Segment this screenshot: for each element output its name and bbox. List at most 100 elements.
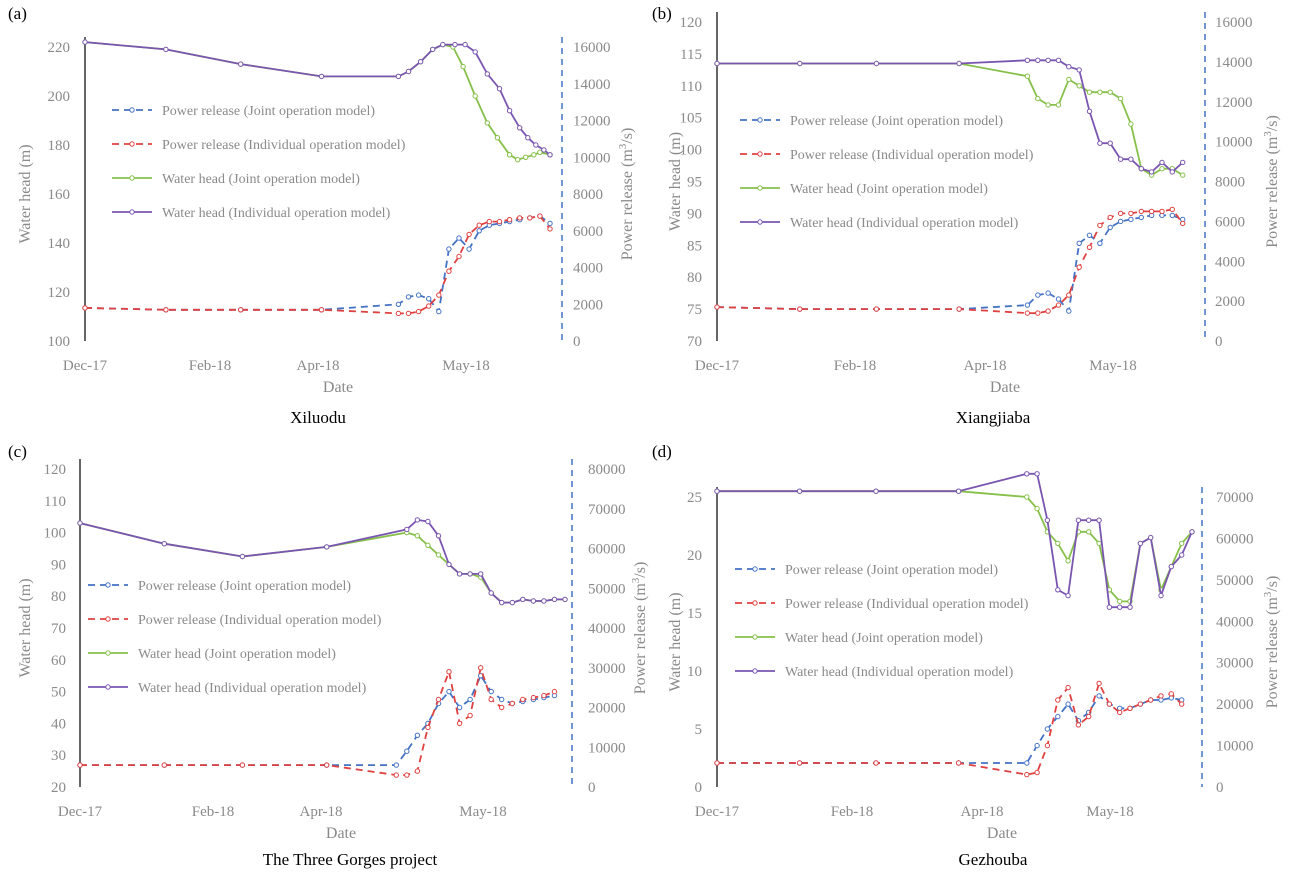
data-point	[1075, 517, 1082, 523]
data-point	[1066, 292, 1072, 298]
left-tick-label: 180	[48, 138, 71, 154]
left-tick-label: 100	[44, 526, 67, 542]
data-point	[1097, 222, 1103, 229]
legend-marker	[105, 684, 111, 690]
data-point	[873, 60, 880, 67]
data-point	[1024, 471, 1030, 477]
data-point	[1107, 140, 1113, 146]
right-tick-label: 6000	[573, 224, 603, 240]
data-point	[551, 688, 558, 695]
data-point	[506, 152, 513, 158]
data-point	[1055, 296, 1062, 302]
data-point	[1045, 102, 1051, 108]
legend-label: Water head (Individual operation model)	[162, 206, 391, 221]
x-tick-label: Feb-18	[834, 358, 877, 374]
series-pr-joint	[82, 213, 553, 315]
data-point	[472, 93, 478, 99]
left-tick-label: 30	[51, 748, 66, 764]
data-point	[163, 46, 169, 53]
data-point	[1169, 206, 1176, 213]
data-point	[1159, 208, 1165, 215]
data-point	[478, 665, 484, 671]
right-tick-label: 2000	[573, 297, 603, 313]
data-point	[955, 488, 962, 494]
data-point	[1097, 140, 1103, 146]
data-point	[161, 541, 168, 547]
data-point	[395, 73, 402, 80]
data-point	[1065, 684, 1071, 691]
x-tick-label: May-18	[1086, 804, 1134, 820]
data-point	[506, 108, 513, 114]
data-point	[509, 599, 515, 606]
data-point	[472, 49, 478, 55]
data-point	[405, 294, 412, 300]
data-point	[520, 696, 526, 703]
left-tick-label: 5	[695, 722, 703, 738]
data-point	[714, 60, 720, 67]
right-axis-title: Power release (m3/s)	[1262, 115, 1281, 248]
data-point	[499, 599, 505, 606]
data-point	[531, 152, 537, 158]
data-point	[537, 213, 543, 219]
data-point	[425, 518, 431, 525]
data-point	[517, 215, 523, 221]
legend: Power release (Joint operation model) Pow…	[740, 114, 1034, 231]
chart-panel-4: (d) 0 5 10 15 20 25 0 10000 20000 30000 40000 50000 6…	[652, 442, 1281, 869]
data-point	[1137, 701, 1144, 707]
series-wh-joint	[714, 488, 1195, 605]
data-point	[1076, 264, 1082, 270]
data-point	[1107, 214, 1113, 221]
legend-label: Water head (Individual operation model)	[790, 216, 1019, 231]
right-axis-title-sup: 3	[1262, 131, 1274, 137]
x-axis-title: Date	[326, 825, 356, 842]
left-tick-label: 115	[680, 47, 702, 63]
data-point	[1024, 57, 1031, 63]
x-tick-label: Feb-18	[189, 358, 232, 374]
left-tick-label: 120	[48, 285, 71, 301]
panel-letter: (a)	[8, 4, 27, 23]
data-point	[547, 220, 553, 227]
data-point	[405, 310, 412, 317]
data-point	[541, 598, 547, 604]
data-point	[456, 253, 462, 260]
right-tick-label: 0	[1216, 780, 1224, 796]
legend-label: Power release (Joint operation model)	[138, 579, 351, 594]
data-point	[1138, 208, 1145, 215]
data-point	[797, 60, 803, 67]
data-point	[414, 533, 421, 539]
data-point	[1096, 680, 1102, 687]
data-point	[1086, 244, 1093, 251]
legend-label: Power release (Individual operation mode…	[785, 597, 1029, 612]
right-tick-label: 40000	[1216, 614, 1254, 630]
data-point	[1055, 713, 1061, 720]
data-point	[478, 571, 484, 577]
data-point	[496, 218, 503, 225]
left-axis-title: Water head (m)	[667, 132, 684, 231]
data-point	[1117, 709, 1123, 716]
data-point	[435, 696, 442, 703]
data-point	[1076, 67, 1082, 73]
left-tick-label: 110	[44, 494, 66, 510]
data-point	[1066, 76, 1072, 83]
data-point	[1086, 713, 1092, 720]
data-point	[1189, 529, 1195, 535]
right-tick-label: 20000	[1216, 697, 1254, 713]
right-axis-title: Power release (m3/s)	[1262, 576, 1281, 709]
legend-marker	[752, 566, 758, 572]
data-point	[452, 41, 458, 48]
legend-marker	[757, 151, 763, 157]
data-point	[1128, 156, 1134, 162]
data-point	[404, 526, 410, 533]
data-point	[1055, 587, 1061, 593]
left-axis-title: Water head (m)	[17, 578, 34, 677]
data-point	[1179, 540, 1185, 547]
right-tick-label: 12000	[1215, 95, 1253, 111]
legend-marker	[752, 600, 758, 606]
right-axis-title-base: Power release (m	[619, 149, 636, 261]
data-point	[714, 488, 720, 494]
data-point	[456, 720, 463, 727]
data-point	[462, 41, 468, 48]
data-point	[163, 307, 169, 313]
data-point	[488, 688, 494, 695]
data-point	[324, 762, 330, 768]
